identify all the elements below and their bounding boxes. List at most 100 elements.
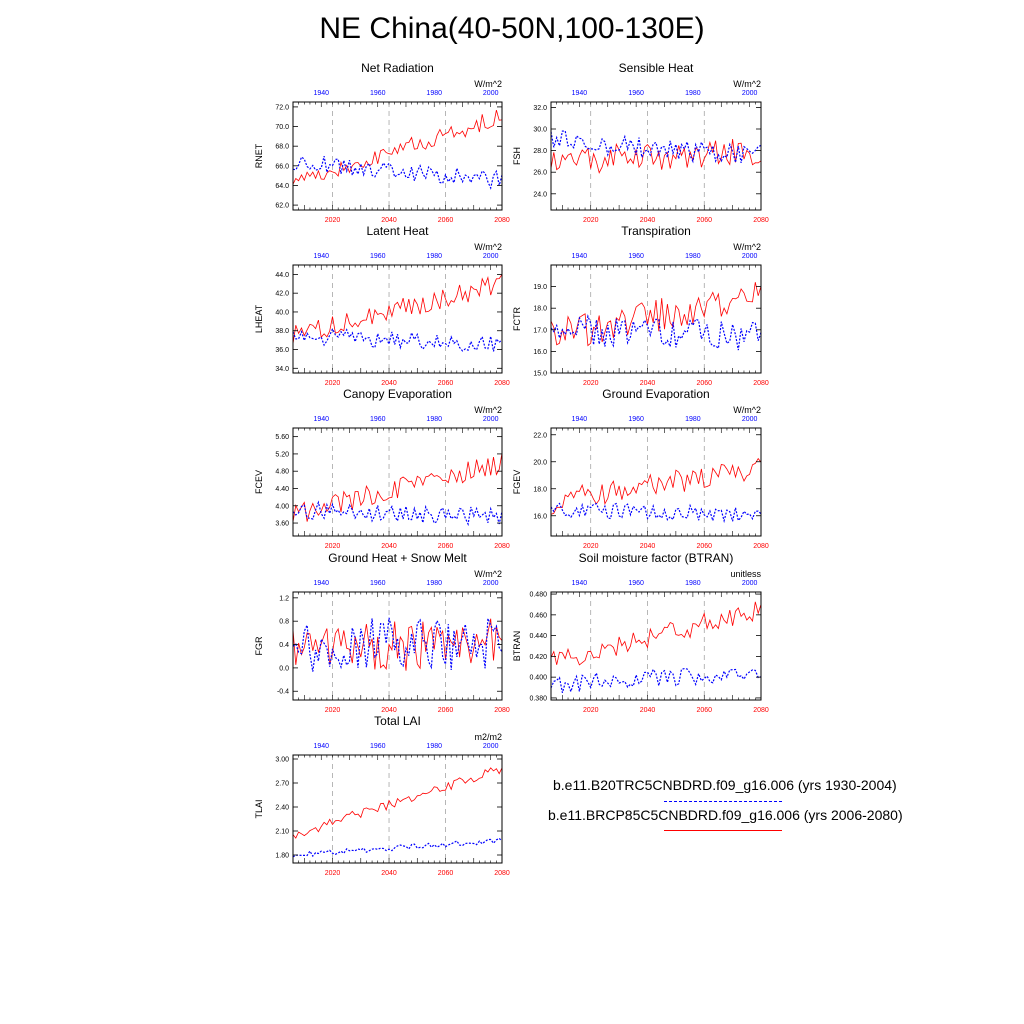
x-tick-label-top: 1960: [370, 743, 386, 750]
panel-fgr: Ground Heat + Snow Melt W/m^2 FGR -0.4 0.0 0.…: [254, 551, 510, 714]
x-tick-label-bottom: 2040: [381, 870, 397, 877]
plot-frame: [292, 264, 503, 374]
y-tick-label: 0.420: [529, 654, 547, 661]
y-tick-label: -0.4: [277, 689, 289, 696]
y-tick-label: 1.80: [275, 853, 289, 860]
x-tick-label-bottom: 2020: [583, 217, 599, 224]
x-tick-label-top: 1980: [426, 253, 442, 260]
y-tick-label: 4.80: [275, 469, 289, 476]
y-tick-label: 40.0: [275, 309, 289, 316]
panel-title: Ground Evaporation: [602, 387, 709, 401]
x-tick-label-bottom: 2080: [753, 707, 769, 714]
panel-title: Canopy Evaporation: [343, 387, 452, 401]
y-tick-label: 26.0: [533, 170, 547, 177]
series-line-future: [292, 274, 503, 344]
x-tick-label-top: 1960: [628, 90, 644, 97]
series-line-hist: [292, 500, 503, 527]
y-axis-label: FGR: [254, 636, 264, 655]
y-tick-label: 16.0: [533, 513, 547, 520]
x-tick-label-top: 2000: [483, 253, 499, 260]
y-tick-label: 62.0: [275, 203, 289, 210]
y-tick-label: 68.0: [275, 144, 289, 151]
legend-swatch-historical: [664, 801, 782, 802]
x-tick-label-bottom: 2020: [583, 543, 599, 550]
panel-fctr: Transpiration W/m^2 FCTR 15.0 16.0 17.0 18.0 19…: [512, 224, 769, 387]
y-tick-label: 30.0: [533, 127, 547, 134]
y-tick-label: 3.00: [275, 757, 289, 764]
plot-frame: [292, 754, 503, 864]
y-tick-label: 0.400: [529, 675, 547, 682]
x-tick-label-top: 1960: [628, 416, 644, 423]
series-line-future: [292, 452, 503, 522]
panel-title: Transpiration: [621, 224, 691, 238]
y-tick-label: 4.00: [275, 503, 289, 510]
x-tick-label-top: 2000: [483, 580, 499, 587]
y-tick-label: 0.440: [529, 633, 547, 640]
x-tick-label-top: 1940: [313, 580, 329, 587]
x-tick-label-top: 1960: [370, 253, 386, 260]
x-tick-label-top: 1940: [313, 416, 329, 423]
y-axis-label: BTRAN: [512, 631, 522, 662]
series-line-hist: [550, 667, 762, 694]
panel-title: Net Radiation: [361, 61, 434, 75]
x-tick-label-top: 1980: [426, 90, 442, 97]
x-tick-label-bottom: 2040: [381, 217, 397, 224]
x-tick-label-bottom: 2060: [438, 707, 454, 714]
series-line-future: [550, 457, 762, 515]
y-tick-label: 4.40: [275, 486, 289, 493]
y-tick-label: 15.0: [533, 371, 547, 378]
panel-rnet: Net Radiation W/m^2 RNET 62.0 64.0 66.0 68.0 70…: [254, 61, 510, 224]
units-label: m2/m2: [474, 732, 502, 742]
y-axis-label: RNET: [254, 143, 264, 168]
x-tick-label-bottom: 2040: [640, 380, 656, 387]
x-tick-label-bottom: 2080: [753, 217, 769, 224]
plot-frame: [550, 101, 762, 211]
legend-label-historical: b.e11.B20TRC5CNBDRD.f09_g16.006 (yrs 193…: [553, 777, 897, 793]
y-axis-label: TLAI: [254, 799, 264, 818]
x-tick-label-top: 1960: [628, 580, 644, 587]
y-tick-label: 18.0: [533, 306, 547, 313]
x-tick-label-bottom: 2020: [583, 380, 599, 387]
x-tick-label-bottom: 2060: [696, 380, 712, 387]
x-tick-label-bottom: 2040: [640, 707, 656, 714]
y-tick-label: 0.4: [279, 642, 289, 649]
x-tick-label-top: 2000: [742, 580, 758, 587]
x-tick-label-top: 1960: [370, 580, 386, 587]
y-tick-label: 24.0: [533, 191, 547, 198]
x-tick-label-bottom: 2080: [494, 870, 510, 877]
units-label: W/m^2: [474, 242, 502, 252]
y-tick-label: 38.0: [275, 328, 289, 335]
x-tick-label-bottom: 2020: [325, 870, 341, 877]
x-tick-label-bottom: 2060: [438, 870, 454, 877]
units-label: W/m^2: [474, 405, 502, 415]
units-label: W/m^2: [733, 242, 761, 252]
plot-frame: [550, 427, 762, 537]
y-tick-label: 44.0: [275, 272, 289, 279]
x-tick-label-top: 1940: [313, 743, 329, 750]
y-axis-label: FCTR: [512, 307, 522, 331]
x-tick-label-bottom: 2020: [325, 543, 341, 550]
x-tick-label-bottom: 2060: [696, 217, 712, 224]
plot-frame: [550, 591, 762, 701]
y-tick-label: 5.60: [275, 434, 289, 441]
series-line-future: [292, 767, 503, 839]
x-tick-label-bottom: 2020: [583, 707, 599, 714]
x-tick-label-top: 1940: [572, 416, 588, 423]
x-tick-label-top: 2000: [742, 90, 758, 97]
panel-fsh: Sensible Heat W/m^2 FSH 24.0 26.0 28.0 30.0 32.…: [512, 61, 769, 224]
series-line-future: [292, 109, 503, 185]
x-tick-label-top: 1940: [572, 253, 588, 260]
x-tick-label-top: 1980: [685, 416, 701, 423]
y-tick-label: 17.0: [533, 327, 547, 334]
units-label: W/m^2: [474, 79, 502, 89]
x-tick-label-top: 1960: [370, 416, 386, 423]
y-tick-label: 16.0: [533, 349, 547, 356]
y-tick-label: 32.0: [533, 105, 547, 112]
page-title: NE China(40-50N,100-130E): [319, 12, 705, 45]
x-tick-label-bottom: 2040: [640, 543, 656, 550]
y-tick-label: 2.10: [275, 829, 289, 836]
panel-btran: Soil moisture factor (BTRAN) unitless BTRA…: [512, 551, 769, 714]
x-tick-label-bottom: 2060: [438, 380, 454, 387]
panel-tlai: Total LAI m2/m2 TLAI 1.80 2.10 2.40 2.70 3.00 20…: [254, 714, 510, 877]
